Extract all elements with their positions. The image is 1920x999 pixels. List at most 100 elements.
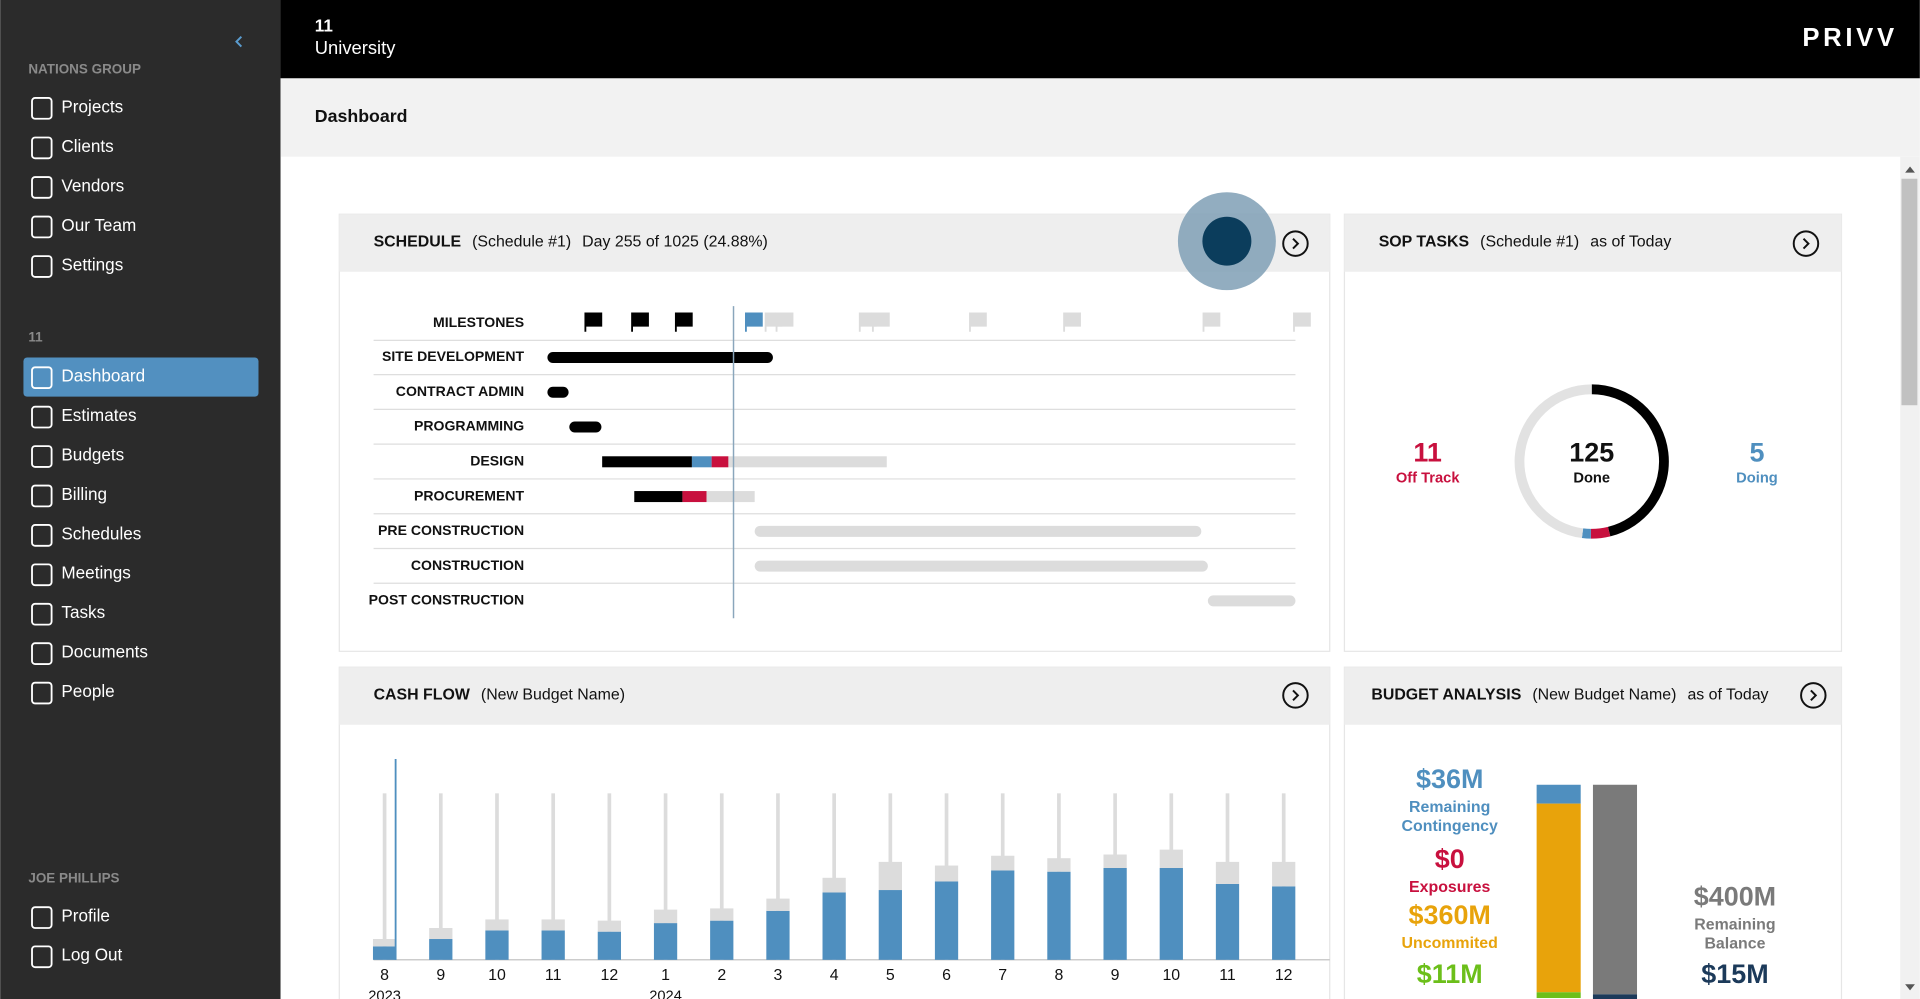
panel-subtitle: as of Today (1687, 687, 1768, 704)
budget-label: Contingency (1402, 818, 1498, 835)
nav-icon[interactable] (31, 906, 53, 929)
nav-item[interactable]: Meetings (61, 563, 131, 583)
section-label: 11 (28, 329, 43, 344)
x-tick-label: 8 (380, 967, 389, 984)
nav-item[interactable]: Profile (61, 906, 110, 926)
nav-item[interactable]: Settings (61, 254, 123, 274)
milestone-flag (674, 312, 693, 332)
bar-track (438, 793, 443, 960)
task-label: Off Track (1396, 471, 1461, 487)
cash-bar (1215, 883, 1240, 960)
project-name: University (315, 37, 396, 58)
nav-icon[interactable] (31, 484, 53, 508)
panel-subtitle: (New Budget Name) (1532, 687, 1676, 704)
cash-bar (766, 898, 790, 911)
row-label: PRE CONSTRUCTION (378, 522, 524, 538)
nav-icon[interactable] (31, 945, 53, 969)
nav-item[interactable]: Our Team (61, 215, 136, 235)
gantt-bar (602, 456, 692, 468)
nav-icon[interactable] (31, 563, 53, 587)
nav-icon[interactable] (31, 405, 53, 429)
nav-item[interactable]: Clients (61, 136, 113, 156)
page-header (280, 78, 1920, 157)
gantt-bar (547, 386, 569, 398)
nav-item[interactable]: Billing (61, 484, 107, 504)
nav-icon[interactable] (31, 255, 53, 278)
open-button[interactable] (1282, 682, 1309, 709)
cash-bar (1159, 868, 1183, 960)
cash-bar (710, 908, 734, 921)
gantt-bar (754, 560, 1208, 572)
open-button-chevron[interactable] (1292, 238, 1300, 250)
gantt-bar (634, 491, 683, 503)
cash-bar (653, 923, 678, 960)
open-button-chevron[interactable] (1802, 238, 1810, 250)
cash-bar (822, 892, 846, 960)
cash-bar (991, 870, 1015, 960)
nav-item[interactable]: Estimates (61, 405, 136, 425)
x-tick-label: 3 (774, 967, 783, 984)
nav-icon[interactable] (31, 681, 53, 705)
sop-panel (1343, 213, 1843, 652)
budget-value: $15M (1701, 959, 1768, 989)
open-button[interactable] (1792, 230, 1820, 257)
nav-item[interactable]: Budgets (61, 444, 124, 464)
cash-bar (541, 930, 565, 960)
x-tick-label: 5 (886, 967, 895, 984)
panel-subtitle: (Schedule #1) (1480, 234, 1579, 251)
open-button[interactable] (1800, 682, 1827, 709)
nav-icon[interactable] (31, 366, 53, 390)
collapse-button[interactable] (235, 36, 243, 48)
cash-bar (1103, 854, 1127, 869)
cash-bar (1047, 871, 1071, 960)
scrollbar-thumb[interactable] (1901, 178, 1918, 406)
x-tick-label: 12 (1275, 967, 1293, 984)
budget-value: $360M (1409, 900, 1491, 930)
row-label: SITE DEVELOPMENT (382, 348, 525, 364)
year-label: 2024 (649, 988, 682, 999)
open-button[interactable] (1282, 230, 1309, 257)
open-button-chevron[interactable] (1292, 689, 1300, 701)
gantt-bar (691, 456, 712, 468)
nav-item[interactable]: Tasks (61, 602, 105, 622)
nav-icon[interactable] (31, 215, 53, 239)
nav-item[interactable]: Schedules (61, 523, 141, 543)
row-label: PROGRAMMING (414, 418, 524, 434)
task-count: 11 (1413, 437, 1441, 467)
donut-segment (1514, 384, 1592, 539)
nav-item[interactable]: Dashboard (61, 366, 145, 386)
gantt-bar (547, 351, 773, 363)
budget-value: $0 (1435, 844, 1465, 874)
bar-track (776, 793, 780, 960)
schedule-panel (338, 213, 1331, 652)
nav-icon[interactable] (31, 602, 53, 626)
cash-bar (597, 931, 622, 960)
cash-bar (991, 855, 1015, 871)
nav-icon[interactable] (31, 97, 53, 120)
nav-item[interactable]: People (61, 681, 114, 701)
x-tick-label: 11 (1219, 967, 1236, 984)
nav-item[interactable]: Log Out (61, 945, 122, 965)
nav-icon[interactable] (31, 642, 53, 665)
sop-panel-header (1344, 214, 1842, 272)
x-tick-label: 11 (545, 967, 562, 984)
row-label: CONSTRUCTION (411, 557, 524, 573)
cash-bar (429, 939, 453, 960)
section-label: JOE PHILLIPS (28, 871, 119, 886)
open-button-chevron[interactable] (1810, 689, 1818, 701)
bar-track (832, 793, 836, 960)
nav-icon[interactable] (31, 445, 53, 468)
nav-icon[interactable] (31, 524, 53, 547)
milestone-flag (1293, 312, 1311, 332)
nav-active[interactable] (23, 357, 259, 397)
nav-item[interactable]: Projects (61, 96, 123, 116)
nav-item[interactable]: Vendors (61, 175, 124, 195)
x-tick-label: 9 (436, 967, 445, 984)
brand-logo: PRIVV (1802, 24, 1897, 52)
nav-icon[interactable] (31, 136, 53, 160)
sidebar (0, 0, 281, 999)
nav-item[interactable]: Documents (61, 642, 148, 662)
x-tick-label: 6 (942, 967, 951, 984)
nav-icon[interactable] (31, 176, 53, 199)
